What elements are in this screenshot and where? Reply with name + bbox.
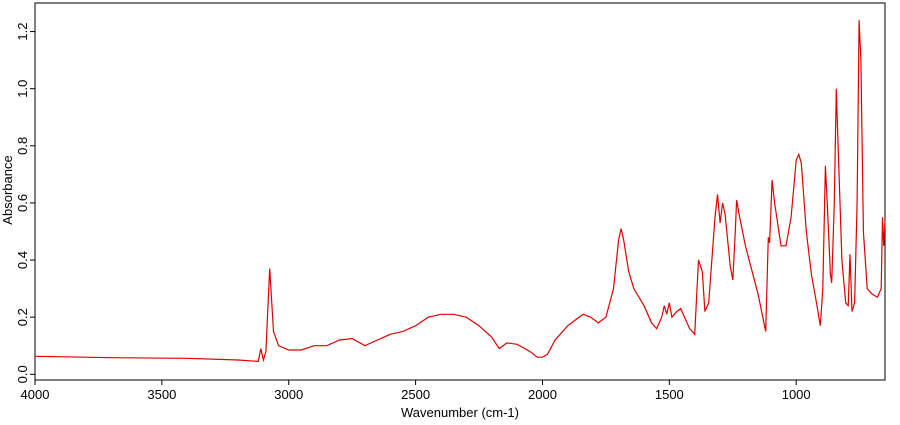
y-axis-label: Absorbance bbox=[0, 155, 15, 224]
x-tick-label: 3000 bbox=[274, 387, 303, 402]
y-tick-label: 0.6 bbox=[15, 194, 30, 212]
y-tick-label: 1.0 bbox=[15, 80, 30, 98]
y-tick-label: 0.2 bbox=[15, 308, 30, 326]
y-tick-label: 0.8 bbox=[15, 137, 30, 155]
x-tick-label: 2500 bbox=[401, 387, 430, 402]
x-axis-label: Wavenumber (cm-1) bbox=[401, 405, 519, 420]
x-tick-label: 4000 bbox=[21, 387, 50, 402]
plot-frame bbox=[34, 2, 886, 381]
x-tick-label: 3500 bbox=[147, 387, 176, 402]
x-tick-label: 2000 bbox=[528, 387, 557, 402]
y-tick-label: 1.2 bbox=[15, 23, 30, 41]
x-tick-label: 1500 bbox=[655, 387, 684, 402]
spectrum-line bbox=[34, 20, 886, 363]
y-tick-label: 0.0 bbox=[15, 365, 30, 383]
y-tick-label: 0.4 bbox=[15, 251, 30, 269]
x-tick-label: 1000 bbox=[782, 387, 811, 402]
